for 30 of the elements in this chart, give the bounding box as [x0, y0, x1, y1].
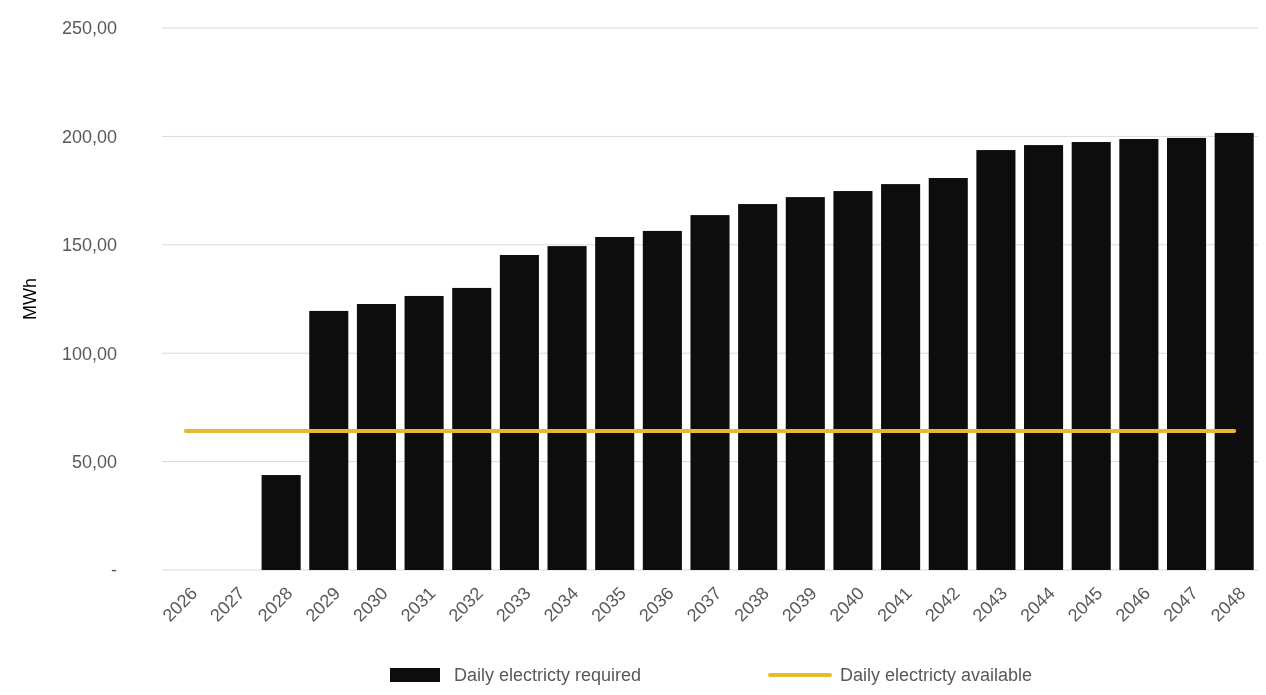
- y-axis-title: MWh: [20, 278, 40, 320]
- y-tick-label: 100,00: [61, 343, 117, 364]
- bar: [642, 230, 682, 570]
- y-tick-label: 150,00: [61, 235, 117, 256]
- bar: [261, 475, 301, 570]
- bar: [976, 150, 1016, 570]
- y-tick-label: 50,00: [71, 451, 117, 472]
- bar: [356, 303, 396, 570]
- bar: [738, 204, 778, 570]
- bar: [1214, 132, 1254, 570]
- bar: [499, 254, 539, 570]
- legend-label: Daily electricty available: [840, 665, 1033, 686]
- y-tick-label: 200,00: [61, 126, 117, 147]
- bar: [881, 184, 921, 570]
- bar: [690, 215, 730, 570]
- bar: [785, 197, 825, 570]
- bar: [1166, 137, 1207, 570]
- bar: [833, 191, 873, 570]
- bar: [1024, 145, 1064, 570]
- bar: [452, 287, 492, 570]
- bar: [1119, 139, 1159, 570]
- bar: [928, 178, 968, 570]
- bar: [1071, 142, 1111, 570]
- y-tick-label: -: [111, 560, 117, 581]
- legend-label: Daily electricty required: [454, 665, 642, 686]
- bar: [595, 237, 635, 570]
- bar: [309, 310, 349, 570]
- y-tick-label: 250,00: [61, 18, 117, 39]
- bar: [404, 295, 444, 570]
- bar: [547, 246, 587, 570]
